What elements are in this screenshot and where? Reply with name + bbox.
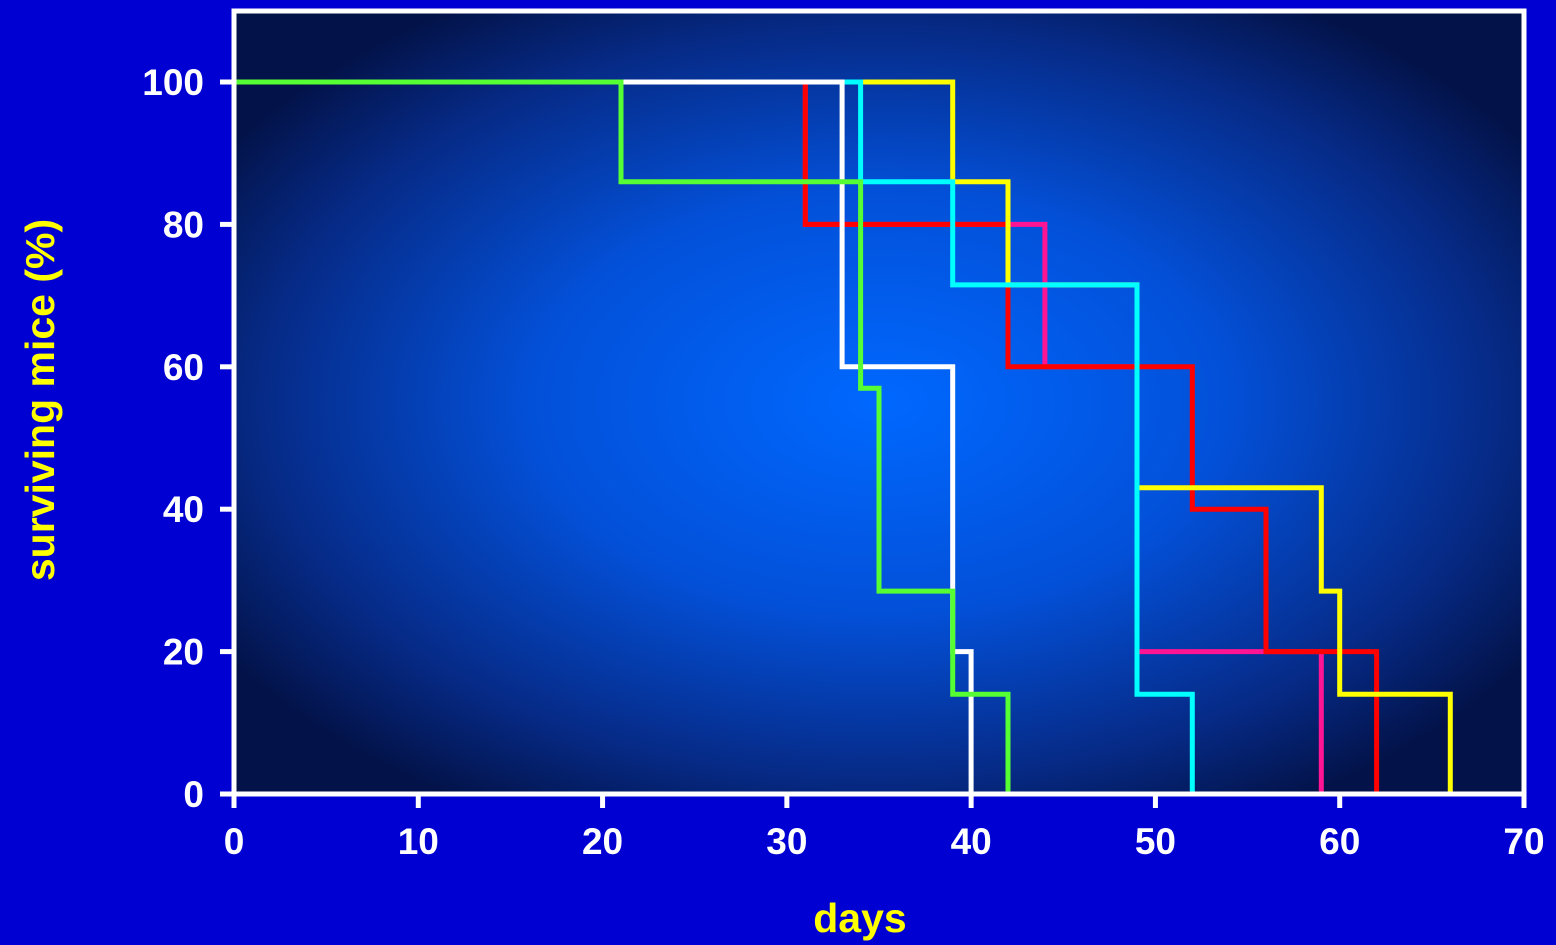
x-axis-ticks: 0 10 20 30 40 50 60 70 [224,794,1545,862]
series-line-2 [234,79,1380,794]
x-tick-label: 30 [766,821,807,862]
x-tick-label: 60 [1319,821,1360,862]
y-tick-label: 60 [163,347,204,388]
y-tick-label: 80 [163,204,204,245]
x-tick-label: 50 [1135,821,1176,862]
x-tick-label: 10 [398,821,439,862]
y-tick-label: 20 [163,632,204,673]
y-tick-label: 0 [183,774,204,815]
y-tick-label: 40 [163,489,204,530]
series-line-5 [234,79,974,794]
y-tick-label: 100 [142,62,204,103]
x-axis-title: days [813,895,906,941]
x-tick-label: 70 [1503,821,1544,862]
x-tick-label: 40 [951,821,992,862]
series-line-4 [234,79,1195,794]
y-axis-title: surviving mice (%) [17,219,63,581]
x-tick-label: 0 [224,821,245,862]
y-axis-ticks: 0 20 40 60 80 100 [142,62,234,815]
series-layer [234,79,1453,794]
series-line-6 [234,79,1011,794]
plot-frame [231,8,1527,797]
x-tick-label: 20 [582,821,623,862]
